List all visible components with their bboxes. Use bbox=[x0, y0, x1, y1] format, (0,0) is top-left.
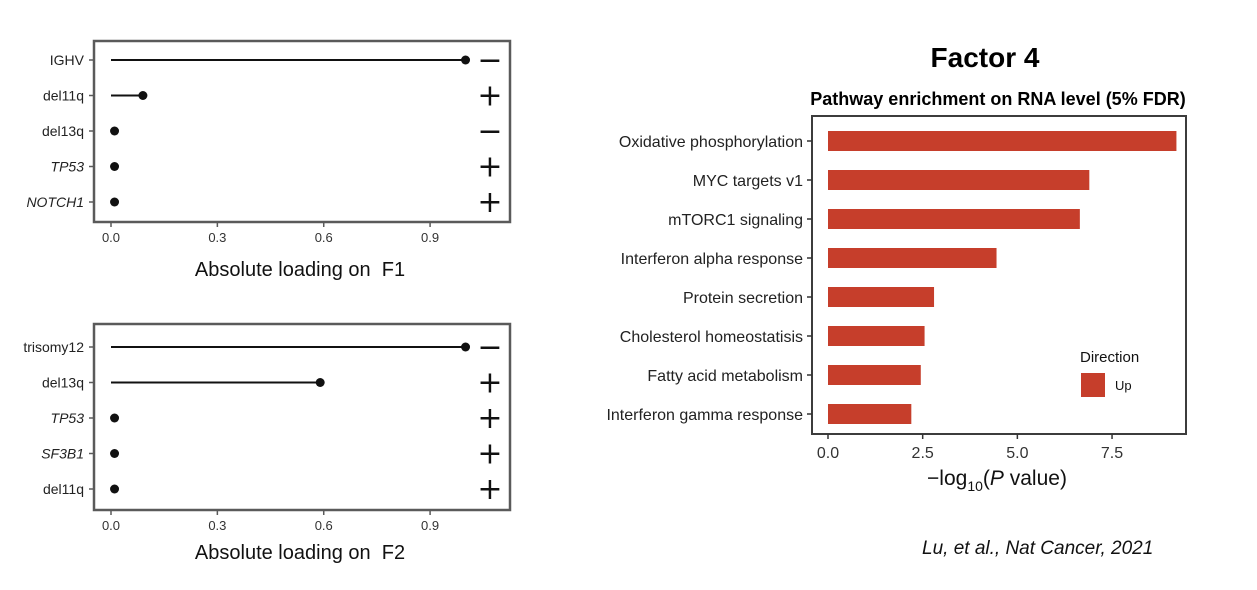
factor4-plot-frame bbox=[811, 115, 1187, 435]
x-tick-label: 0.6 bbox=[315, 518, 333, 533]
f2-marks: trisomy12 − del13q + TP53 + SF3B1 + del11q +0.0 0.… bbox=[23, 330, 502, 533]
x-tick-label: 0.9 bbox=[421, 518, 439, 533]
sign-label: − bbox=[477, 43, 502, 78]
lollipop-dot bbox=[110, 162, 120, 171]
x-tick-label: 7.5 bbox=[1101, 445, 1123, 462]
factor4-legend: Direction Up bbox=[1080, 349, 1139, 397]
bar bbox=[828, 287, 935, 307]
x-label-p: P bbox=[990, 467, 1004, 490]
sign-label: + bbox=[477, 79, 502, 114]
legend-swatch-up bbox=[1081, 373, 1105, 397]
bar bbox=[828, 404, 912, 424]
y-tick-label: MYC targets v1 bbox=[693, 173, 803, 190]
chart-f2: trisomy12 − del13q + TP53 + SF3B1 + del11q +0.0 0.… bbox=[23, 322, 512, 564]
x-tick-label: 0.6 bbox=[315, 230, 333, 245]
lollipop-dot bbox=[110, 484, 120, 494]
y-tick-label: mTORC1 signaling bbox=[668, 212, 803, 229]
y-tick-label: Cholesterol homeostatisis bbox=[620, 329, 803, 346]
chart-factor4: Factor 4 Pathway enrichment on RNA level… bbox=[606, 42, 1187, 494]
lollipop-dot bbox=[110, 413, 120, 423]
sign-label: + bbox=[477, 401, 502, 436]
lollipop-dot bbox=[315, 378, 325, 387]
factor4-header: Factor 4 bbox=[931, 42, 1040, 73]
sign-label: + bbox=[477, 366, 502, 401]
y-tick-label: IGHV bbox=[50, 52, 85, 68]
sign-label: − bbox=[477, 330, 502, 365]
f1-marks: IGHV − del11q + del13q − TP53 + NOTCH1 +0.0 0.3 0.6… bbox=[26, 43, 502, 245]
bar bbox=[828, 365, 921, 385]
citation: Lu, et al., Nat Cancer, 2021 bbox=[922, 538, 1154, 559]
x-tick-label: 2.5 bbox=[912, 445, 934, 462]
factor4-title: Pathway enrichment on RNA level (5% FDR) bbox=[810, 89, 1185, 109]
lollipop-dot bbox=[110, 126, 120, 136]
y-tick-label: Interferon gamma response bbox=[606, 407, 803, 424]
x-tick-label: 0.9 bbox=[421, 230, 439, 245]
bar bbox=[828, 170, 1090, 190]
y-tick-label: Interferon alpha response bbox=[621, 251, 803, 268]
y-tick-label: trisomy12 bbox=[23, 339, 84, 355]
sign-label: − bbox=[477, 114, 502, 149]
sign-label: + bbox=[477, 150, 502, 185]
y-tick-label: Oxidative phosphorylation bbox=[619, 134, 803, 151]
bar bbox=[828, 131, 1177, 151]
sign-label: + bbox=[477, 472, 502, 507]
y-tick-label: del13q bbox=[42, 123, 84, 139]
x-tick-label: 0.3 bbox=[208, 518, 226, 533]
chart-f1: IGHV − del11q + del13q − TP53 + NOTCH1 +0.0 0.3 0.6… bbox=[26, 39, 512, 281]
x-tick-label: 5.0 bbox=[1006, 445, 1028, 462]
legend-title: Direction bbox=[1080, 349, 1139, 366]
f1-x-axis-label: Absolute loading on F1 bbox=[195, 259, 405, 281]
y-tick-label: TP53 bbox=[51, 410, 85, 426]
lollipop-dot bbox=[138, 91, 148, 100]
y-tick-label: SF3B1 bbox=[41, 446, 84, 462]
y-tick-label: del11q bbox=[43, 88, 84, 104]
y-tick-label: Protein secretion bbox=[683, 290, 803, 307]
x-tick-label: 0.3 bbox=[208, 230, 226, 245]
x-tick-label: 0.0 bbox=[817, 445, 839, 462]
x-label-suffix: value) bbox=[1004, 467, 1067, 490]
y-tick-label: del13q bbox=[42, 375, 84, 391]
x-label-subscript: 10 bbox=[967, 478, 983, 494]
bar bbox=[828, 248, 997, 268]
sign-label: + bbox=[477, 185, 502, 220]
x-tick-label: 0.0 bbox=[102, 230, 120, 245]
f2-plot-frame bbox=[92, 322, 512, 512]
bar bbox=[828, 326, 925, 346]
y-tick-label: TP53 bbox=[51, 159, 85, 175]
bar bbox=[828, 209, 1080, 229]
f2-x-axis-label: Absolute loading on F2 bbox=[195, 542, 405, 564]
factor4-x-axis-label: −log10(P value) bbox=[927, 467, 1067, 494]
x-label-open: ( bbox=[983, 467, 990, 490]
x-label-prefix: −log bbox=[927, 467, 967, 490]
lollipop-dot bbox=[461, 55, 471, 65]
y-tick-label: del11q bbox=[43, 481, 84, 497]
factor4-marks: Oxidative phosphorylation MYC targets v1 m… bbox=[606, 131, 1177, 462]
f1-plot-frame bbox=[92, 39, 512, 224]
lollipop-dot bbox=[110, 197, 120, 207]
legend-entry-up: Up bbox=[1115, 378, 1132, 393]
lollipop-dot bbox=[110, 449, 120, 458]
y-tick-label: Fatty acid metabolism bbox=[647, 368, 803, 385]
sign-label: + bbox=[477, 437, 502, 472]
x-tick-label: 0.0 bbox=[102, 518, 120, 533]
lollipop-dot bbox=[461, 342, 471, 352]
y-tick-label: NOTCH1 bbox=[26, 194, 84, 210]
